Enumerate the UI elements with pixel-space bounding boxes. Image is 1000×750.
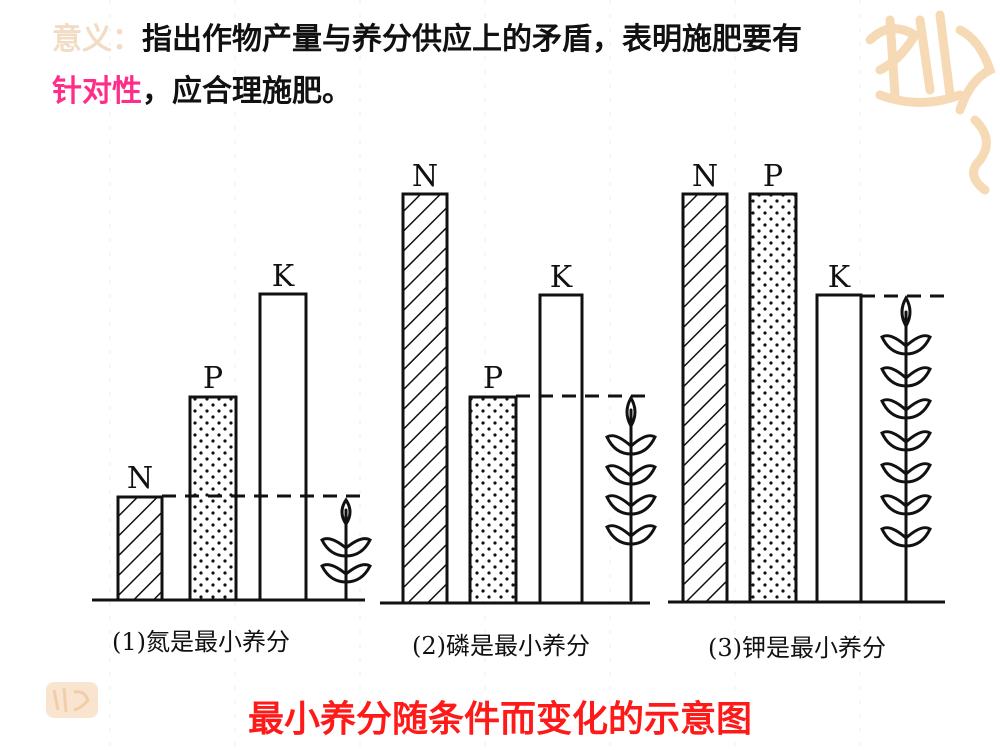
panel3-label-k: K bbox=[828, 260, 851, 295]
panel3-caption: (3)钾是最小养分 bbox=[708, 634, 886, 662]
panel3-bar-k bbox=[815, 293, 863, 604]
panel2-caption: (2)磷是最小养分 bbox=[412, 632, 590, 660]
panel1-bar-k bbox=[258, 292, 308, 602]
panel2-bar-k bbox=[538, 293, 584, 605]
panel3-plant-icon bbox=[880, 294, 932, 602]
meaning-line1: 指出作物产量与养分供应上的矛盾，表明施肥要有 bbox=[142, 22, 802, 57]
highlight-keyword: 针对性 bbox=[52, 74, 142, 109]
panel1-plant-icon bbox=[320, 497, 372, 600]
panel2-bar-n bbox=[401, 192, 449, 605]
small-seal-icon bbox=[46, 682, 98, 718]
panel1-bar-n bbox=[116, 495, 164, 602]
decorative-seal-icon bbox=[865, 10, 996, 195]
panel2-label-k: K bbox=[550, 260, 573, 295]
panel2-label-n: N bbox=[412, 159, 438, 194]
panel1-label-p: P bbox=[203, 361, 223, 396]
panel3-bar-p bbox=[748, 192, 798, 604]
panel1-label-n: N bbox=[127, 461, 153, 496]
panel1-bar-p bbox=[188, 395, 238, 602]
panel3-label-p: P bbox=[763, 159, 783, 194]
panel2-label-p: P bbox=[483, 361, 503, 396]
panel2-plant-icon bbox=[605, 394, 657, 602]
panel1-caption: (1)氮是最小养分 bbox=[112, 628, 290, 656]
panel2-bar-p bbox=[468, 395, 518, 605]
meaning-text: 意义：指出作物产量与养分供应上的矛盾，表明施肥要有 针对性，应合理施肥。 bbox=[52, 14, 912, 118]
panel1-label-k: K bbox=[272, 259, 295, 294]
panel3-bar-n bbox=[681, 192, 729, 604]
meaning-label: 意义： bbox=[52, 22, 142, 57]
diagram-title: 最小养分随条件而变化的示意图 bbox=[247, 699, 752, 740]
meaning-line2: ，应合理施肥。 bbox=[142, 74, 352, 109]
panel3-label-n: N bbox=[692, 159, 718, 194]
